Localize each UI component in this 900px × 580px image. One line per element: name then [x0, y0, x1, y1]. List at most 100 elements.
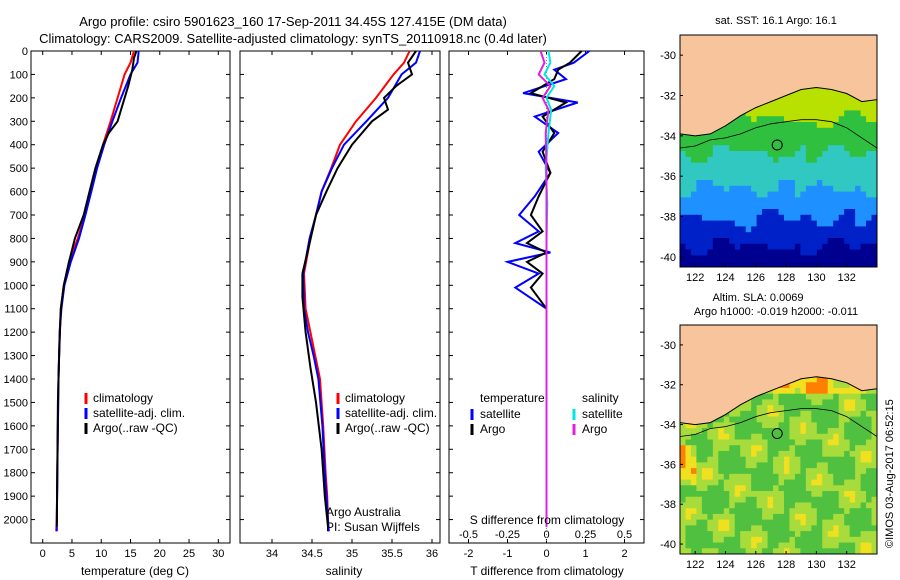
- map-x-tick-label: 124: [716, 272, 734, 284]
- map-y-tick-label: -34: [660, 420, 676, 432]
- x-tick-label: 30: [212, 548, 224, 560]
- depth-contour: [680, 119, 877, 149]
- depth-contour: [680, 408, 877, 437]
- argo-position-marker: [771, 139, 783, 151]
- figure-title-line2: Climatology: CARS2009. Satellite-adjuste…: [39, 31, 547, 46]
- map-y-tick-label: -40: [660, 252, 676, 264]
- legend-label: satellite: [582, 407, 623, 421]
- difference-panel: -2-1012-0.5-0.2500.250.5temperaturesalin…: [448, 50, 645, 560]
- owner-annotation-line2: PI: Susan Wijffels: [326, 520, 420, 534]
- legend-label: Argo: [480, 422, 506, 436]
- figure-title-line1: Argo profile: csiro 5901623_160 17-Sep-2…: [79, 14, 507, 29]
- map-y-tick-label: -32: [660, 91, 676, 103]
- y-tick-label: 1600: [4, 421, 28, 433]
- salinity-panel: 34 34.5 35 35.5 36 climatologysatellite-adj. …: [239, 50, 441, 560]
- y-tick-label: 0: [22, 46, 28, 58]
- y-tick-label: 200: [10, 93, 28, 105]
- land-mass: [680, 325, 877, 426]
- map-x-tick-label: 128: [777, 272, 795, 284]
- map-y-tick-label: -40: [660, 539, 676, 551]
- map-frame: [679, 34, 878, 268]
- legend-label: climatology: [345, 391, 405, 405]
- temperature-xlabel: temperature (deg C): [81, 564, 189, 578]
- map-y-tick-label: -38: [660, 212, 676, 224]
- x-tick-label: 34.5: [301, 548, 322, 560]
- sla-map-panel: 122 124 126 128 130 132 -30 -32 -34 -36 -38 -40: [660, 324, 878, 571]
- y-tick-label: 800: [10, 233, 28, 245]
- map-y-tick-label: -36: [660, 459, 676, 471]
- sst-map-panel: 122 124 126 128 130 132 -30 -32 -34 -36 -38 -40: [660, 34, 878, 284]
- y-tick-label: 700: [10, 210, 28, 222]
- y-tick-label: 2000: [4, 515, 28, 527]
- map-x-tick-label: 132: [838, 272, 856, 284]
- series-line: [55, 50, 138, 527]
- x-tick-label: 5: [69, 548, 75, 560]
- x-tick-label: 35: [346, 548, 358, 560]
- map-y-tick-label: -38: [660, 499, 676, 511]
- x-tick-label: 25: [183, 548, 195, 560]
- x-tick-label: -1: [503, 548, 513, 560]
- y-tick-label: 900: [10, 257, 28, 269]
- legend-title-salinity: salinity: [582, 391, 619, 405]
- legend-label: satellite: [480, 407, 521, 421]
- sla-map-title-line2: Argo h1000: -0.019 h2000: -0.011: [694, 306, 858, 318]
- y-tick-label: 400: [10, 140, 28, 152]
- map-x-tick-label: 122: [686, 272, 704, 284]
- temperature-panel: 0 5 10 15 20 25 300100200300400500600700800900…: [4, 46, 231, 560]
- map-x-tick-label: 130: [807, 559, 825, 571]
- map-x-tick-label: 128: [777, 559, 795, 571]
- x-tick-label: 36: [426, 548, 438, 560]
- map-x-tick-label: 130: [807, 272, 825, 284]
- x-tick-label: 0: [40, 548, 46, 560]
- x-tick-label: 10: [95, 548, 107, 560]
- map-y-tick-label: -34: [660, 131, 676, 143]
- legend-label: Argo: [582, 422, 608, 436]
- map-frame: [679, 324, 878, 555]
- x-tick-label-top: -0.5: [459, 529, 478, 541]
- copyright-stamp: ©IMOS 03-Aug-2017 06:52:15: [884, 399, 896, 548]
- y-tick-label: 500: [10, 163, 28, 175]
- map-y-tick-label: -32: [660, 380, 676, 392]
- y-tick-label: 1100: [4, 304, 28, 316]
- y-tick-label: 1300: [4, 351, 28, 363]
- y-tick-label: 1800: [4, 468, 28, 480]
- map-x-tick-label: 126: [747, 559, 765, 571]
- map-y-tick-label: -36: [660, 171, 676, 183]
- x-tick-label: 20: [154, 548, 166, 560]
- plot-frame: [30, 50, 231, 544]
- x-tick-label: 0: [543, 548, 549, 560]
- map-x-tick-label: 122: [686, 559, 704, 571]
- x-tick-label-top: 0.25: [575, 529, 596, 541]
- series-line: [537, 50, 552, 527]
- difference-xlabel-top: S difference from climatology: [470, 513, 625, 527]
- legend-label: Argo(..raw -QC): [345, 421, 430, 435]
- sla-map-title-line1: Altim. SLA: 0.0069: [712, 292, 803, 304]
- plot-frame: [239, 50, 441, 544]
- y-tick-label: 600: [10, 187, 28, 199]
- x-tick-label: 1: [582, 548, 588, 560]
- map-x-tick-label: 124: [716, 559, 734, 571]
- y-tick-label: 1000: [4, 280, 28, 292]
- y-tick-label: 1200: [4, 327, 28, 339]
- y-tick-label: 100: [10, 69, 28, 81]
- x-tick-label: 2: [621, 548, 627, 560]
- difference-xlabel: T difference from climatology: [470, 564, 624, 578]
- map-field: [680, 35, 877, 267]
- x-tick-label-top: -0.25: [495, 529, 520, 541]
- map-y-tick-label: -30: [660, 50, 676, 62]
- x-tick-label: 15: [124, 548, 136, 560]
- legend-title-temperature: temperature: [480, 391, 545, 405]
- y-tick-label: 1700: [4, 444, 28, 456]
- legend-label: Argo(..raw -QC): [93, 421, 178, 435]
- y-tick-label: 1500: [4, 397, 28, 409]
- x-tick-label-top: 0.5: [617, 529, 632, 541]
- y-tick-label: 1900: [4, 491, 28, 503]
- legend-label: climatology: [93, 391, 153, 405]
- owner-annotation-line1: Argo Australia: [326, 505, 401, 519]
- map-x-tick-label: 132: [838, 559, 856, 571]
- x-tick-label: 35.5: [381, 548, 402, 560]
- map-field: [680, 325, 877, 554]
- series-line: [301, 50, 417, 527]
- x-tick-label: -2: [464, 548, 474, 560]
